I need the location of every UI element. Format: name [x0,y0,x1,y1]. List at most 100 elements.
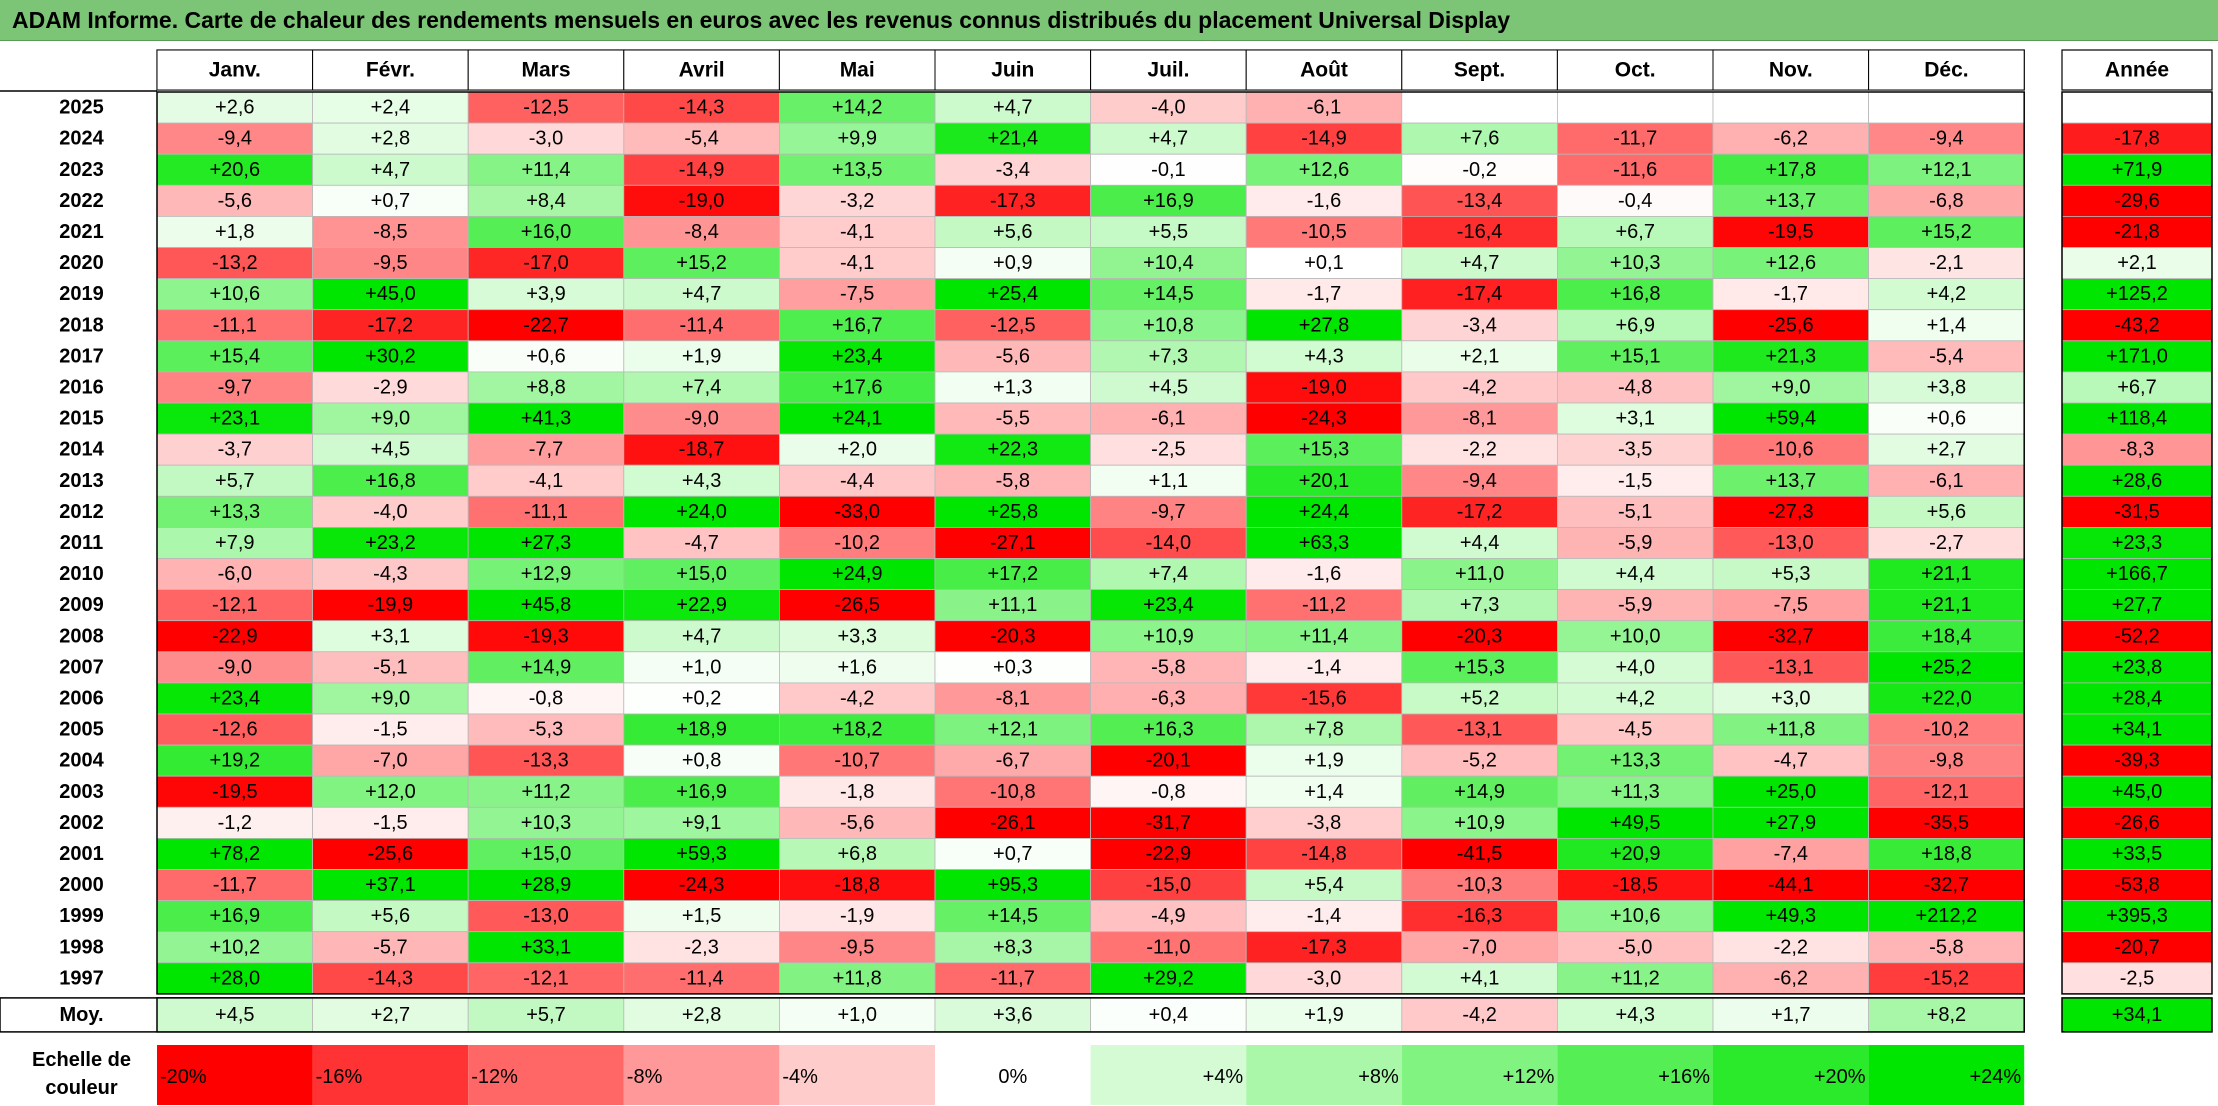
heatmap-cell-value: -12,6 [212,719,258,741]
heatmap-cell [934,838,1092,870]
heatmap-cell [934,744,1092,777]
heatmap-cell-value: -2,3 [684,936,718,958]
heatmap-cell-value: +7,3 [1460,594,1499,616]
average-cell-value: +5,7 [526,1004,565,1026]
year-label: 2011 [60,532,103,554]
heatmap-cell [312,651,469,684]
average-cell [312,997,469,1033]
average-cell-value: +4,5 [215,1004,254,1026]
heatmap-cell [1401,558,1558,591]
average-label: Moy. [59,1004,103,1026]
annual-cell [2061,931,2213,964]
heatmap-cell-value: -6,2 [1774,967,1808,989]
heatmap-cell-value: +10,2 [209,936,260,958]
average-annual-value: +34,1 [2112,1004,2163,1026]
heatmap-cell [623,433,780,466]
annual-cell-value: +395,3 [2106,905,2168,927]
heatmap-cell-value: -2,2 [1462,439,1496,461]
heatmap-cell [1712,962,1870,995]
annual-cell-value: -17,8 [2114,128,2160,150]
heatmap-cell-value: -5,9 [1618,594,1652,616]
heatmap-cell [467,682,625,715]
heatmap-cell [1090,651,1247,684]
heatmap-cell-value: -4,1 [840,221,874,243]
annual-cell-value: +33,5 [2112,843,2163,865]
heatmap-cell-value: -1,5 [373,812,407,834]
heatmap-cell [312,775,469,808]
heatmap-cell-value: +3,1 [371,625,410,647]
heatmap-cell [467,931,625,964]
heatmap-cell-value: +95,3 [987,874,1038,896]
month-header-label: Mai [840,59,875,82]
heatmap-cell [1090,184,1247,217]
heatmap-cell-value: -1,6 [1307,563,1341,585]
heatmap-cell-value: -14,0 [1146,532,1192,554]
heatmap-cell-value: -3,7 [218,439,252,461]
heatmap-cell-value: -11,7 [213,874,257,896]
scale-swatch [157,1045,313,1105]
year-label: 2003 [59,781,104,803]
heatmap-cell-value: -25,6 [368,843,414,865]
heatmap-cell-value: +12,1 [1921,159,1972,181]
heatmap-cell [1090,900,1247,933]
heatmap-cell [467,433,625,466]
heatmap-cell-value: +28,0 [209,967,260,989]
heatmap-cell-value: +59,3 [676,843,727,865]
annual-cell-value: -43,2 [2114,314,2160,336]
heatmap-cell-value: +10,6 [1610,905,1661,927]
annual-cell [2061,402,2213,435]
heatmap-cell-value: +4,3 [1304,345,1343,367]
annual-cell-value: -21,8 [2114,221,2160,243]
heatmap-cell-value: -8,1 [1462,408,1496,430]
heatmap-cell-value: -6,1 [1929,470,1963,492]
annual-cell-value: +45,0 [2112,781,2163,803]
heatmap-cell [312,91,469,124]
heatmap-cell [312,744,469,777]
heatmap-cell [623,402,780,435]
heatmap-cell [1245,806,1403,839]
heatmap-cell-value: +3,0 [1771,687,1810,709]
heatmap-cell-value: -4,7 [1774,750,1808,772]
heatmap-cell-value: -19,9 [368,594,414,616]
heatmap-cell-value: +1,8 [215,221,254,243]
heatmap-cell-value: -4,1 [529,470,563,492]
heatmap-cell-value: -20,1 [1146,750,1192,772]
year-label: 2000 [59,874,104,896]
heatmap-cell-value: -14,9 [1301,128,1347,150]
heatmap-cell [467,495,625,528]
heatmap-cell [156,215,314,248]
annual-cell-value: -20,7 [2114,936,2160,958]
heatmap-cell-value: -2,1 [1929,252,1963,274]
scale-label: couleur [45,1077,117,1099]
heatmap-cell-value: +3,8 [1927,376,1966,398]
heatmap-cell-value: -5,7 [373,936,407,958]
heatmap-cell-value: +10,0 [1610,625,1661,647]
heatmap-cell-value: +15,2 [676,252,727,274]
heatmap-cell-value: +2,4 [371,97,410,119]
heatmap-cell [1245,278,1403,311]
heatmap-cell-value: -9,5 [373,252,407,274]
heatmap-cell-value: -4,3 [373,563,407,585]
heatmap-cell-value: -18,5 [1612,874,1658,896]
year-label: 2019 [59,283,104,305]
heatmap-cell-value: -6,2 [1774,128,1808,150]
annual-cell-value: -29,6 [2114,190,2160,212]
heatmap-cell-value: +1,3 [993,376,1032,398]
heatmap-cell [1868,527,2025,559]
heatmap-cell [1868,153,2025,186]
heatmap-cell [934,184,1092,217]
heatmap-cell-value: -1,9 [840,905,874,927]
heatmap-cell-value: -1,5 [373,719,407,741]
heatmap-cell-value: -6,1 [1151,408,1185,430]
heatmap-cell-value: -8,4 [684,221,718,243]
scale-step-label: -4% [782,1066,818,1088]
heatmap-cell [1245,869,1403,902]
heatmap-cell [623,309,780,342]
heatmap-cell-value: -5,6 [840,812,874,834]
heatmap-cell [779,184,936,217]
heatmap-cell-value: +11,0 [1455,563,1504,585]
heatmap-cell-value: +23,4 [209,687,260,709]
heatmap-cell-value: -5,2 [1462,750,1496,772]
heatmap-cell [1245,402,1403,435]
heatmap-cell [779,495,936,528]
